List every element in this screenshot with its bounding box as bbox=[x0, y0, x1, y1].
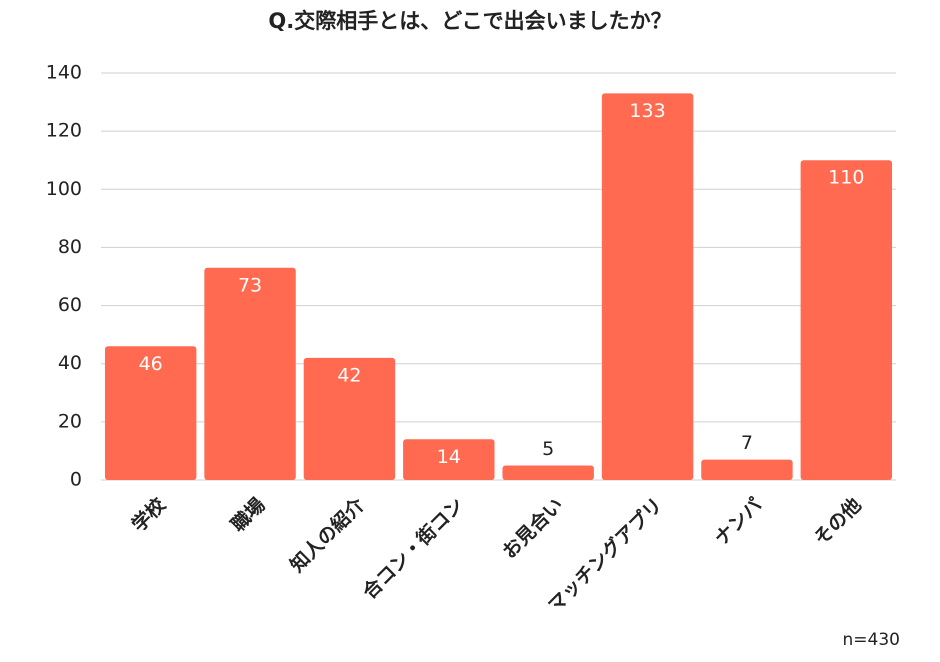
y-tick-label: 60 bbox=[58, 294, 82, 316]
bar bbox=[303, 357, 396, 480]
x-tick-label: 合コン・街コン bbox=[358, 493, 468, 603]
y-tick-label: 20 bbox=[58, 410, 82, 432]
x-tick-label: その他 bbox=[809, 493, 866, 550]
bar bbox=[104, 346, 197, 480]
x-tick-label: 職場 bbox=[226, 493, 269, 536]
y-tick-label: 100 bbox=[46, 178, 82, 200]
y-tick-label: 40 bbox=[58, 352, 82, 374]
value-label: 73 bbox=[238, 274, 262, 296]
y-tick-label: 120 bbox=[46, 120, 82, 142]
x-tick-label: ナンパ bbox=[710, 494, 766, 550]
value-label: 7 bbox=[741, 432, 753, 454]
value-label: 5 bbox=[542, 438, 554, 460]
sample-note: n=430 bbox=[843, 630, 900, 650]
bar bbox=[800, 160, 893, 480]
y-tick-label: 0 bbox=[70, 469, 82, 491]
x-tick-label: お見合い bbox=[498, 493, 568, 563]
y-tick-label: 140 bbox=[46, 62, 82, 84]
y-tick-label: 80 bbox=[58, 236, 82, 258]
x-tick-label: 知人の紹介 bbox=[285, 492, 369, 576]
bar bbox=[403, 439, 495, 480]
value-label: 110 bbox=[828, 167, 864, 189]
value-label: 14 bbox=[437, 446, 461, 468]
bar bbox=[502, 465, 594, 480]
value-label: 46 bbox=[139, 353, 163, 375]
bar bbox=[601, 93, 694, 480]
x-tick-label: 学校 bbox=[127, 492, 171, 536]
bar bbox=[204, 267, 296, 480]
value-label: 42 bbox=[337, 364, 361, 386]
chart-title: Q.交際相手とは、どこで出会いましたか？ bbox=[268, 9, 671, 33]
value-label: 133 bbox=[629, 100, 665, 122]
bar bbox=[701, 459, 793, 480]
